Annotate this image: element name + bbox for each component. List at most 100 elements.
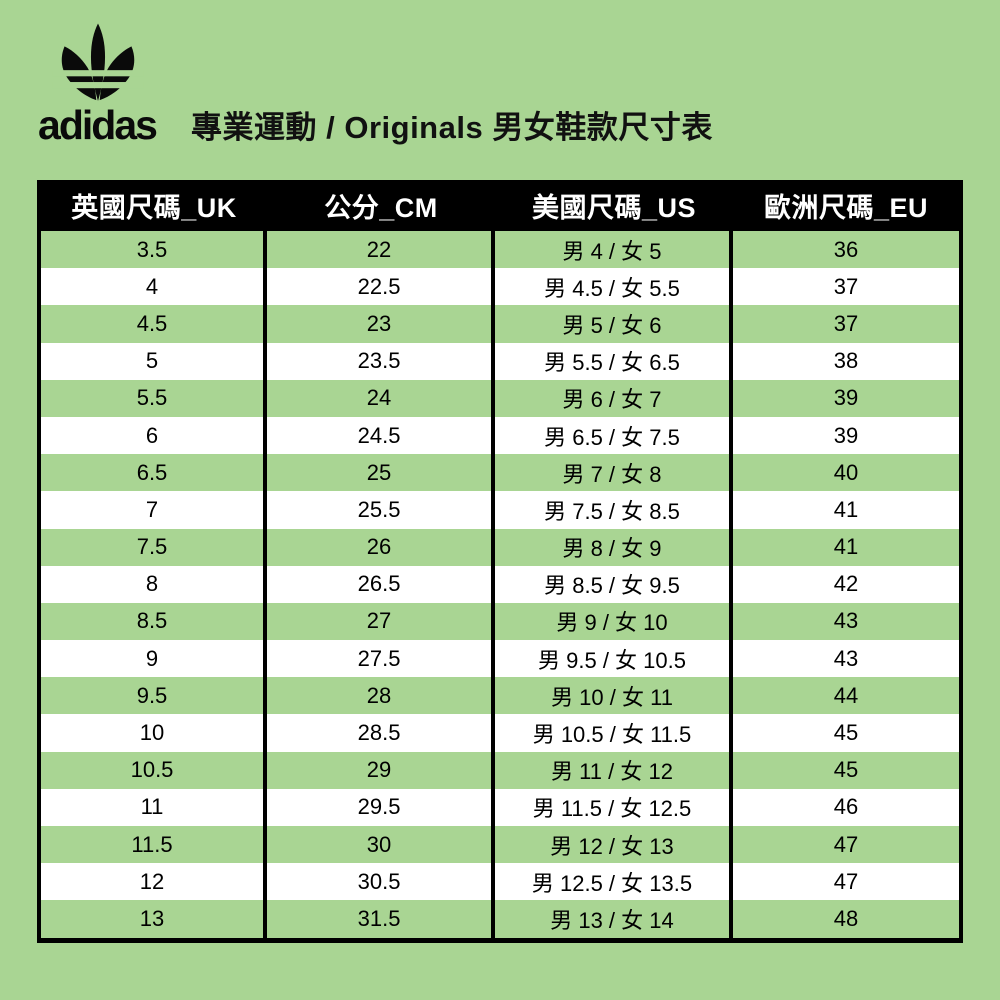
table-cell-eu: 41 <box>833 534 859 560</box>
table-cell-eu: 44 <box>833 682 859 708</box>
table-cell-cm: 27.5 <box>267 640 496 678</box>
table-cell-eu: 46 <box>833 794 859 820</box>
table-cell-uk: 7.5 <box>41 528 268 566</box>
table-cell-us: 男 10.5 / 女 11.5 <box>495 714 733 752</box>
header-us: 美國尺碼_US <box>531 193 697 223</box>
table-cell-uk: 11 <box>41 788 268 826</box>
table-cell-uk: 13 <box>41 900 268 938</box>
table-row: 10 28.5 男 10.5 / 女 11.5 45 <box>41 714 959 752</box>
table-row: 13 31.5 男 13 / 女 14 48 <box>41 900 959 938</box>
table-cell-us: 男 5.5 / 女 6.5 <box>495 342 733 380</box>
table-cell-eu: 47 <box>833 868 859 894</box>
table-cell-eu: 43 <box>833 645 859 671</box>
table-cell-eu: 39 <box>833 385 859 411</box>
table-row: 7.5 26 男 8 / 女 9 41 <box>41 528 959 566</box>
adidas-trefoil-icon <box>52 23 144 101</box>
table-cell-eu: 40 <box>833 459 859 485</box>
table-cell-cm: 26 <box>267 528 496 566</box>
table-cell-us: 男 4.5 / 女 5.5 <box>495 268 733 306</box>
table-cell-cm: 26.5 <box>267 565 496 603</box>
table-row: 6 24.5 男 6.5 / 女 7.5 39 <box>41 416 959 455</box>
table-row: 4.5 23 男 5 / 女 6 37 <box>41 305 959 343</box>
table-cell-cm: 24.5 <box>267 416 496 455</box>
table-row: 11.5 30 男 12 / 女 13 47 <box>41 826 959 864</box>
table-cell-cm: 30.5 <box>267 863 496 901</box>
table-cell-cm: 23 <box>267 305 496 343</box>
table-cell-us: 男 6 / 女 7 <box>495 379 733 417</box>
table-cell-uk: 5 <box>41 342 268 380</box>
table-cell-us: 男 9 / 女 10 <box>495 602 733 641</box>
table-cell-us: 男 11 / 女 12 <box>495 751 733 789</box>
table-cell-uk: 10.5 <box>41 751 268 789</box>
table-cell-eu: 36 <box>833 236 859 262</box>
table-cell-uk: 6 <box>41 416 268 455</box>
table-cell-us: 男 8.5 / 女 9.5 <box>495 565 733 603</box>
table-cell-cm: 29.5 <box>267 788 496 826</box>
table-row: 12 30.5 男 12.5 / 女 13.5 47 <box>41 863 959 901</box>
table-cell-us: 男 9.5 / 女 10.5 <box>495 640 733 678</box>
table-cell-us: 男 4 / 女 5 <box>495 231 733 269</box>
table-header-row: 英國尺碼_UK 公分_CM 美國尺碼_US 歐洲尺碼_EU <box>41 180 959 231</box>
table-cell-uk: 10 <box>41 714 268 752</box>
adidas-wordmark: adidas <box>38 102 158 148</box>
size-table: 英國尺碼_UK 公分_CM 美國尺碼_US 歐洲尺碼_EU 3.5 22 男 4 /… <box>37 180 963 943</box>
table-row: 8 26.5 男 8.5 / 女 9.5 42 <box>41 565 959 603</box>
table-row: 3.5 22 男 4 / 女 5 36 <box>41 231 959 269</box>
table-cell-cm: 23.5 <box>267 342 496 380</box>
header-uk: 英國尺碼_UK <box>71 193 237 223</box>
table-cell-eu: 48 <box>833 905 859 931</box>
page-title: 專業運動 / Originals 男女鞋款尺寸表 <box>191 110 713 145</box>
table-cell-uk: 11.5 <box>41 826 268 864</box>
table-cell-eu: 45 <box>833 757 859 783</box>
header-eu: 歐洲尺碼_EU <box>763 193 928 223</box>
table-cell-uk: 5.5 <box>41 379 268 417</box>
table-cell-uk: 8.5 <box>41 602 268 641</box>
table-cell-cm: 29 <box>267 751 496 789</box>
table-cell-uk: 9 <box>41 640 268 678</box>
table-cell-eu: 37 <box>833 310 859 336</box>
table-cell-uk: 12 <box>41 863 268 901</box>
table-cell-eu: 41 <box>833 496 859 522</box>
table-cell-us: 男 12.5 / 女 13.5 <box>495 863 733 901</box>
table-row: 5.5 24 男 6 / 女 7 39 <box>41 379 959 417</box>
table-row: 4 22.5 男 4.5 / 女 5.5 37 <box>41 268 959 306</box>
table-cell-eu: 43 <box>833 608 859 634</box>
table-cell-eu: 37 <box>833 273 859 299</box>
table-cell-eu: 45 <box>833 720 859 746</box>
table-cell-uk: 8 <box>41 565 268 603</box>
table-cell-cm: 22.5 <box>267 268 496 306</box>
header-cm: 公分_CM <box>324 193 438 223</box>
table-cell-eu: 38 <box>833 348 859 374</box>
table-cell-uk: 4.5 <box>41 305 268 343</box>
table-row: 9 27.5 男 9.5 / 女 10.5 43 <box>41 640 959 678</box>
table-cell-us: 男 11.5 / 女 12.5 <box>495 788 733 826</box>
table-cell-cm: 22 <box>267 231 496 269</box>
table-cell-cm: 25 <box>267 454 496 492</box>
table-cell-us: 男 12 / 女 13 <box>495 826 733 864</box>
table-cell-uk: 4 <box>41 268 268 306</box>
table-cell-uk: 6.5 <box>41 454 268 492</box>
table-cell-us: 男 7.5 / 女 8.5 <box>495 491 733 529</box>
table-row: 10.5 29 男 11 / 女 12 45 <box>41 751 959 789</box>
table-cell-us: 男 8 / 女 9 <box>495 528 733 566</box>
table-cell-cm: 27 <box>267 602 496 641</box>
table-cell-uk: 7 <box>41 491 268 529</box>
table-cell-cm: 30 <box>267 826 496 864</box>
table-cell-eu: 47 <box>833 831 859 857</box>
table-cell-cm: 25.5 <box>267 491 496 529</box>
table-cell-cm: 28 <box>267 677 496 715</box>
table-row: 11 29.5 男 11.5 / 女 12.5 46 <box>41 788 959 826</box>
table-row: 6.5 25 男 7 / 女 8 40 <box>41 454 959 492</box>
table-cell-eu: 42 <box>833 571 859 597</box>
table-row: 8.5 27 男 9 / 女 10 43 <box>41 602 959 641</box>
table-row: 9.5 28 男 10 / 女 11 44 <box>41 677 959 715</box>
table-cell-us: 男 7 / 女 8 <box>495 454 733 492</box>
table-cell-us: 男 6.5 / 女 7.5 <box>495 416 733 455</box>
table-body: 3.5 22 男 4 / 女 5 36 4 22.5 男 4.5 / 女 5.5 37 4.5 2… <box>41 231 959 938</box>
table-cell-uk: 9.5 <box>41 677 268 715</box>
table-cell-cm: 31.5 <box>267 900 496 938</box>
table-cell-us: 男 13 / 女 14 <box>495 900 733 938</box>
table-cell-cm: 28.5 <box>267 714 496 752</box>
table-cell-us: 男 5 / 女 6 <box>495 305 733 343</box>
